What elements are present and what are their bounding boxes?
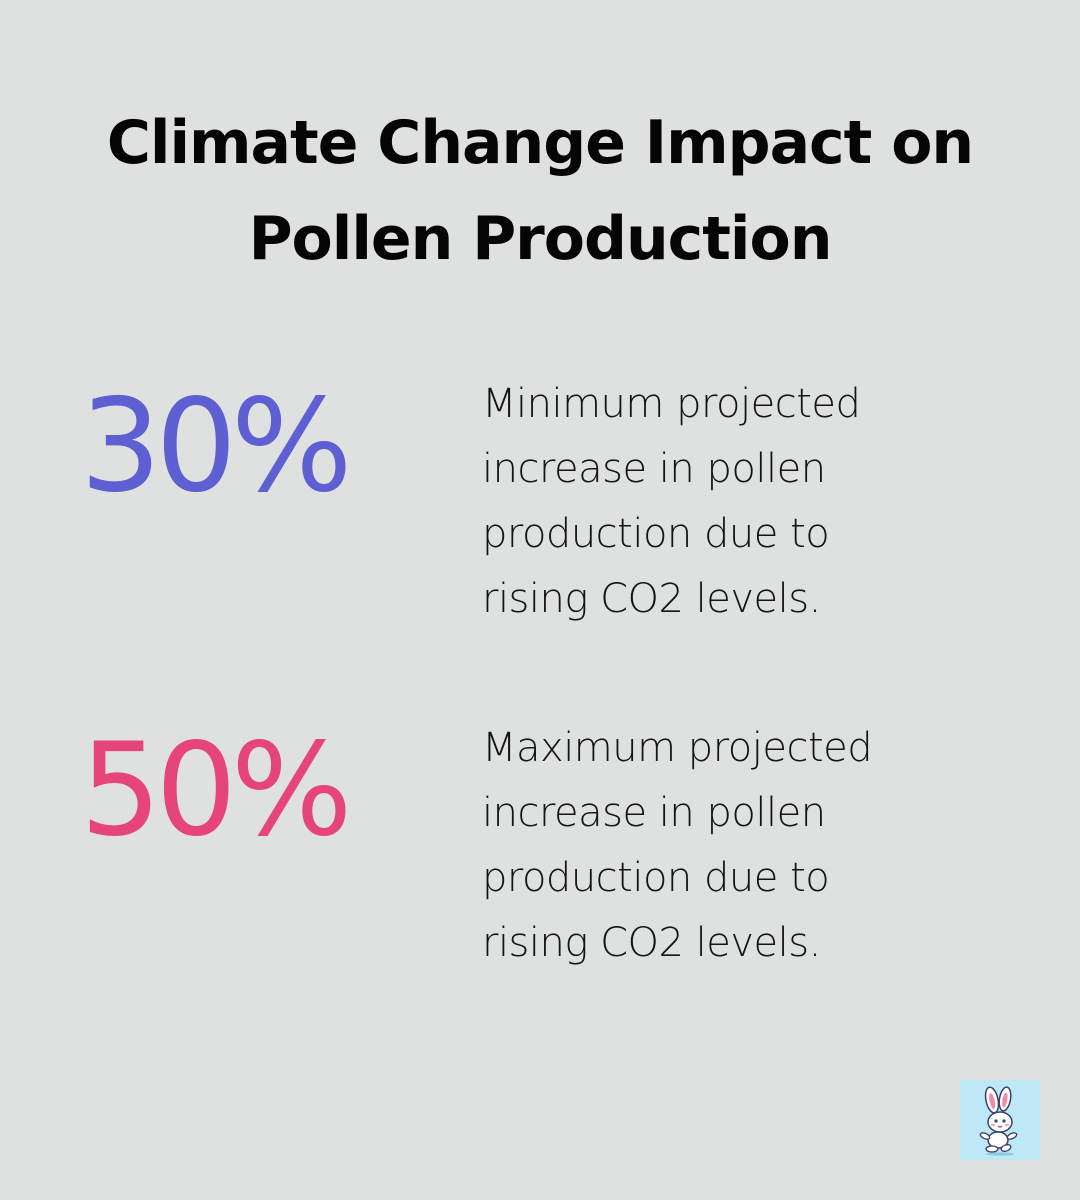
- stat-description: Minimum projected increase in pollen pro…: [482, 372, 952, 632]
- stat-description: Maximum projected increase in pollen pro…: [482, 716, 952, 976]
- stat-description-line: rising CO2 levels.: [482, 920, 821, 966]
- bunny-mascot-icon: [979, 1086, 1018, 1156]
- stat-value: 30%: [80, 372, 352, 521]
- stat-description-line: production due to: [482, 511, 830, 557]
- stat-description-line: production due to: [482, 855, 830, 901]
- title-line-2: Pollen Production: [248, 204, 833, 274]
- stat-description-line: Minimum projected: [482, 381, 861, 427]
- page-title: Climate Change Impact on Pollen Productio…: [0, 95, 1080, 287]
- stat-description-line: increase in pollen: [482, 790, 826, 836]
- logo: [960, 1080, 1040, 1160]
- stat-description-line: Maximum projected: [482, 725, 873, 771]
- stat-value: 50%: [80, 716, 352, 865]
- stat-description-line: rising CO2 levels.: [482, 576, 821, 622]
- stat-block-maximum: 50% Maximum projected increase in pollen…: [0, 716, 1080, 996]
- stat-block-minimum: 30% Minimum projected increase in pollen…: [0, 372, 1080, 652]
- title-line-1: Climate Change Impact on: [106, 108, 974, 178]
- stat-description-line: increase in pollen: [482, 446, 826, 492]
